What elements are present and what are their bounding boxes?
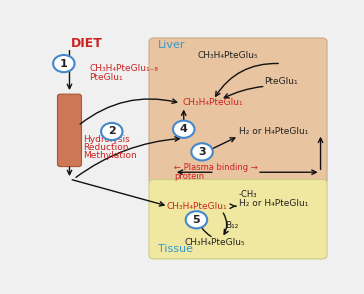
- Text: Methylation: Methylation: [84, 151, 137, 160]
- Text: CH₃H₄PteGlu₁: CH₃H₄PteGlu₁: [167, 202, 228, 211]
- Text: PteGlu₁: PteGlu₁: [264, 77, 298, 86]
- Text: 3: 3: [198, 147, 206, 157]
- Text: protein: protein: [174, 172, 204, 181]
- Text: PteGlu₁: PteGlu₁: [89, 73, 123, 82]
- FancyBboxPatch shape: [149, 179, 327, 259]
- Text: B₁₂: B₁₂: [225, 221, 238, 230]
- Text: Reduction: Reduction: [84, 143, 129, 152]
- Text: 5: 5: [193, 215, 200, 225]
- Text: CH₃H₄PteGlu₁₋₈: CH₃H₄PteGlu₁₋₈: [89, 64, 158, 73]
- Text: Liver: Liver: [158, 41, 186, 51]
- FancyBboxPatch shape: [58, 94, 82, 167]
- Text: CH₃H₄PteGlu₁: CH₃H₄PteGlu₁: [182, 98, 243, 106]
- Text: Hydrolysis: Hydrolysis: [84, 135, 130, 144]
- Text: -CH₃: -CH₃: [239, 191, 257, 199]
- Text: 2: 2: [108, 126, 116, 136]
- Text: 1: 1: [60, 59, 68, 69]
- Text: 4: 4: [180, 124, 188, 134]
- Circle shape: [173, 121, 194, 138]
- Text: CH₃H₄PteGlu₅: CH₃H₄PteGlu₅: [185, 238, 245, 247]
- Circle shape: [186, 211, 207, 228]
- Text: DIET: DIET: [71, 37, 103, 50]
- FancyBboxPatch shape: [149, 38, 327, 184]
- Text: H₂ or H₄PteGlu₁: H₂ or H₄PteGlu₁: [239, 127, 308, 136]
- Circle shape: [53, 55, 75, 72]
- Text: Tissue: Tissue: [158, 244, 193, 254]
- Text: H₂ or H₄PteGlu₁: H₂ or H₄PteGlu₁: [239, 199, 308, 208]
- Circle shape: [191, 143, 213, 161]
- Text: ← Plasma binding →: ← Plasma binding →: [174, 163, 258, 172]
- Circle shape: [101, 123, 123, 140]
- Text: CH₃H₄PteGlu₅: CH₃H₄PteGlu₅: [197, 51, 258, 60]
